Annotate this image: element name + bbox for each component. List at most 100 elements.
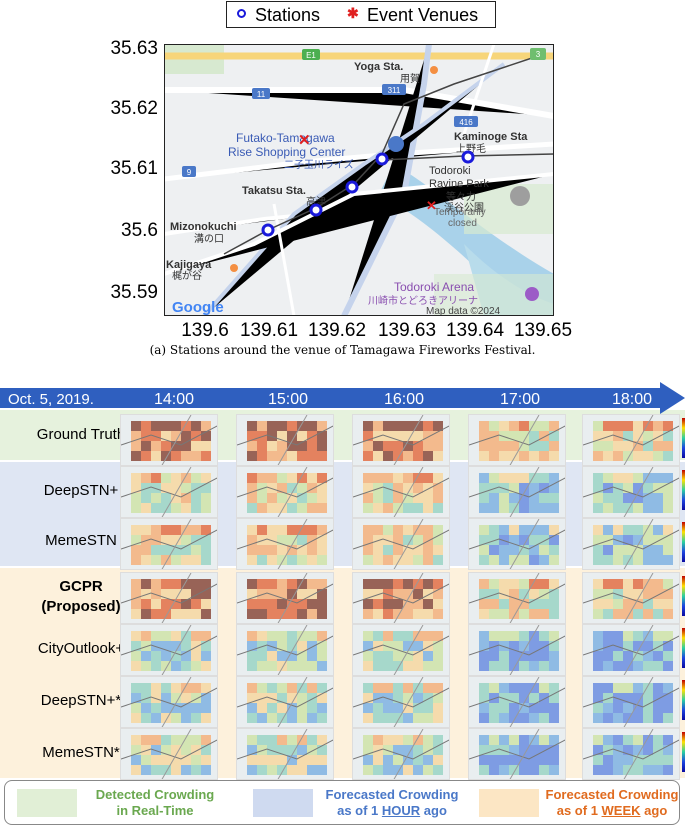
svg-text:Takatsu Sta.: Takatsu Sta. [242,185,306,197]
map-legend: Stations ✱ Event Venues [226,1,496,28]
realtime-legend-text: Detected Crowding in Real-Time [95,787,215,818]
heatmap-thumbnail [120,728,218,780]
heatmap-thumbnail [468,466,566,518]
heatmap-thumbnail [352,676,450,728]
week-legend-text: Forecasted Crowding as of 1 WEEK ago [545,787,679,818]
svg-text:9: 9 [187,168,192,177]
svg-text:Futako-Tamagawa: Futako-Tamagawa [236,131,335,145]
colorbar [682,470,685,510]
svg-text:用賀: 用賀 [400,73,420,85]
svg-text:溝の口: 溝の口 [194,232,224,245]
y-tick: 35.61 [110,158,158,179]
heatmap-thumbnail [236,624,334,676]
heatmap-thumbnail [236,518,334,570]
heatmap-thumbnail [236,572,334,624]
svg-text:Google: Google [172,299,224,316]
heatmap-thumbnail [582,518,680,570]
realtime-swatch [17,789,77,817]
svg-text:等々力: 等々力 [446,190,476,203]
heatmap-thumbnail [120,466,218,518]
svg-text:Map data ©2024: Map data ©2024 [426,306,501,316]
svg-text:高津: 高津 [306,195,326,208]
heatmap-thumbnail [468,676,566,728]
station-marker [309,203,323,217]
heatmap-thumbnail [582,624,680,676]
svg-text:二子玉川ライズ: 二子玉川ライズ [284,158,354,171]
hour-legend-text: Forecasted Crowding as of 1 HOUR ago [325,787,459,818]
svg-text:川崎市とどろきアリーナ: 川崎市とどろきアリーナ [368,294,478,307]
row-label-deepstn: DeepSTN+ [43,482,119,499]
svg-text:Todoroki Arena: Todoroki Arena [394,280,474,294]
svg-text:E1: E1 [306,51,316,60]
heatmap-thumbnail [468,414,566,466]
time-label: 16:00 [383,391,425,408]
week-band [0,568,685,778]
timeline-date: Oct. 5, 2019. [8,391,94,408]
station-marker-icon [237,9,246,18]
heatmap-thumbnail [582,572,680,624]
time-label: 17:00 [499,391,541,408]
heatmap-thumbnail [120,518,218,570]
heatmap-thumbnail [120,572,218,624]
heatmap-thumbnail [582,728,680,780]
figure-caption: (a) Stations around the venue of Tamagaw… [149,343,536,357]
svg-text:上野毛: 上野毛 [456,143,486,155]
x-tick: 139.62 [307,320,367,341]
heatmap-thumbnail [352,518,450,570]
heatmap-thumbnail [120,414,218,466]
row-label-memestn-star: MemeSTN* [42,744,120,761]
svg-text:416: 416 [459,118,473,127]
heatmap-thumbnail [468,624,566,676]
svg-text:Mizonokuchi: Mizonokuchi [170,221,237,233]
heatmap-thumbnail [582,466,680,518]
station-marker [461,150,475,164]
svg-text:closed: closed [448,218,477,229]
svg-text:Yoga Sta.: Yoga Sta. [354,61,403,73]
y-tick: 35.59 [110,282,158,303]
hour-band [0,462,685,566]
heatmap-thumbnail [468,728,566,780]
svg-text:311: 311 [388,86,401,95]
realtime-band [0,410,685,460]
row-label-ground-truth: Ground Truth [36,426,126,443]
heatmap-thumbnail [352,414,450,466]
y-tick: 35.62 [110,98,158,119]
y-tick: 35.63 [110,38,158,59]
heatmap-thumbnail [352,624,450,676]
svg-text:Kajigaya: Kajigaya [166,259,212,271]
svg-text:Todoroki: Todoroki [429,165,471,177]
row-label-cityoutlook: CityOutlook+ [37,640,125,657]
heatmap-thumbnail [236,676,334,728]
heatmap-thumbnail [120,624,218,676]
station-marker [261,223,275,237]
time-label: 14:00 [153,391,195,408]
heatmap-thumbnail [236,414,334,466]
svg-text:渓谷公園: 渓谷公園 [444,202,484,214]
x-tick: 139.64 [445,320,505,341]
week-swatch [479,789,539,817]
heatmap-thumbnail [352,728,450,780]
colorbar [682,418,685,458]
svg-text:Temporarily: Temporarily [434,207,486,218]
svg-text:3: 3 [536,50,541,59]
svg-text:Ravine Park: Ravine Park [429,178,489,190]
svg-text:Rise Shopping Center: Rise Shopping Center [228,145,345,159]
row-label-deepstn-star: DeepSTN+* [40,692,122,709]
svg-text:11: 11 [257,90,266,99]
venue-marker: ✕ [426,198,437,213]
legend-stations-label: Stations [255,5,321,25]
y-tick: 35.6 [121,220,158,241]
time-label: 15:00 [267,391,309,408]
x-tick: 139.6 [181,320,229,341]
colorbar [682,680,685,720]
station-map: E1 3 11 311 416 9 Yoga Sta. 用賀 Futako-Ta… [164,44,554,316]
heatmap-thumbnail [352,466,450,518]
station-marker [375,152,389,166]
heatmap-thumbnail [236,466,334,518]
heatmap-thumbnail [582,414,680,466]
row-label-proposed: (Proposed) [41,598,121,615]
svg-text:梶が谷: 梶が谷 [172,269,202,282]
colorbar [682,522,685,562]
legend-venues-label: Event Venues [367,5,479,25]
bottom-legend: Detected Crowding in Real-Time Forecaste… [4,780,680,825]
